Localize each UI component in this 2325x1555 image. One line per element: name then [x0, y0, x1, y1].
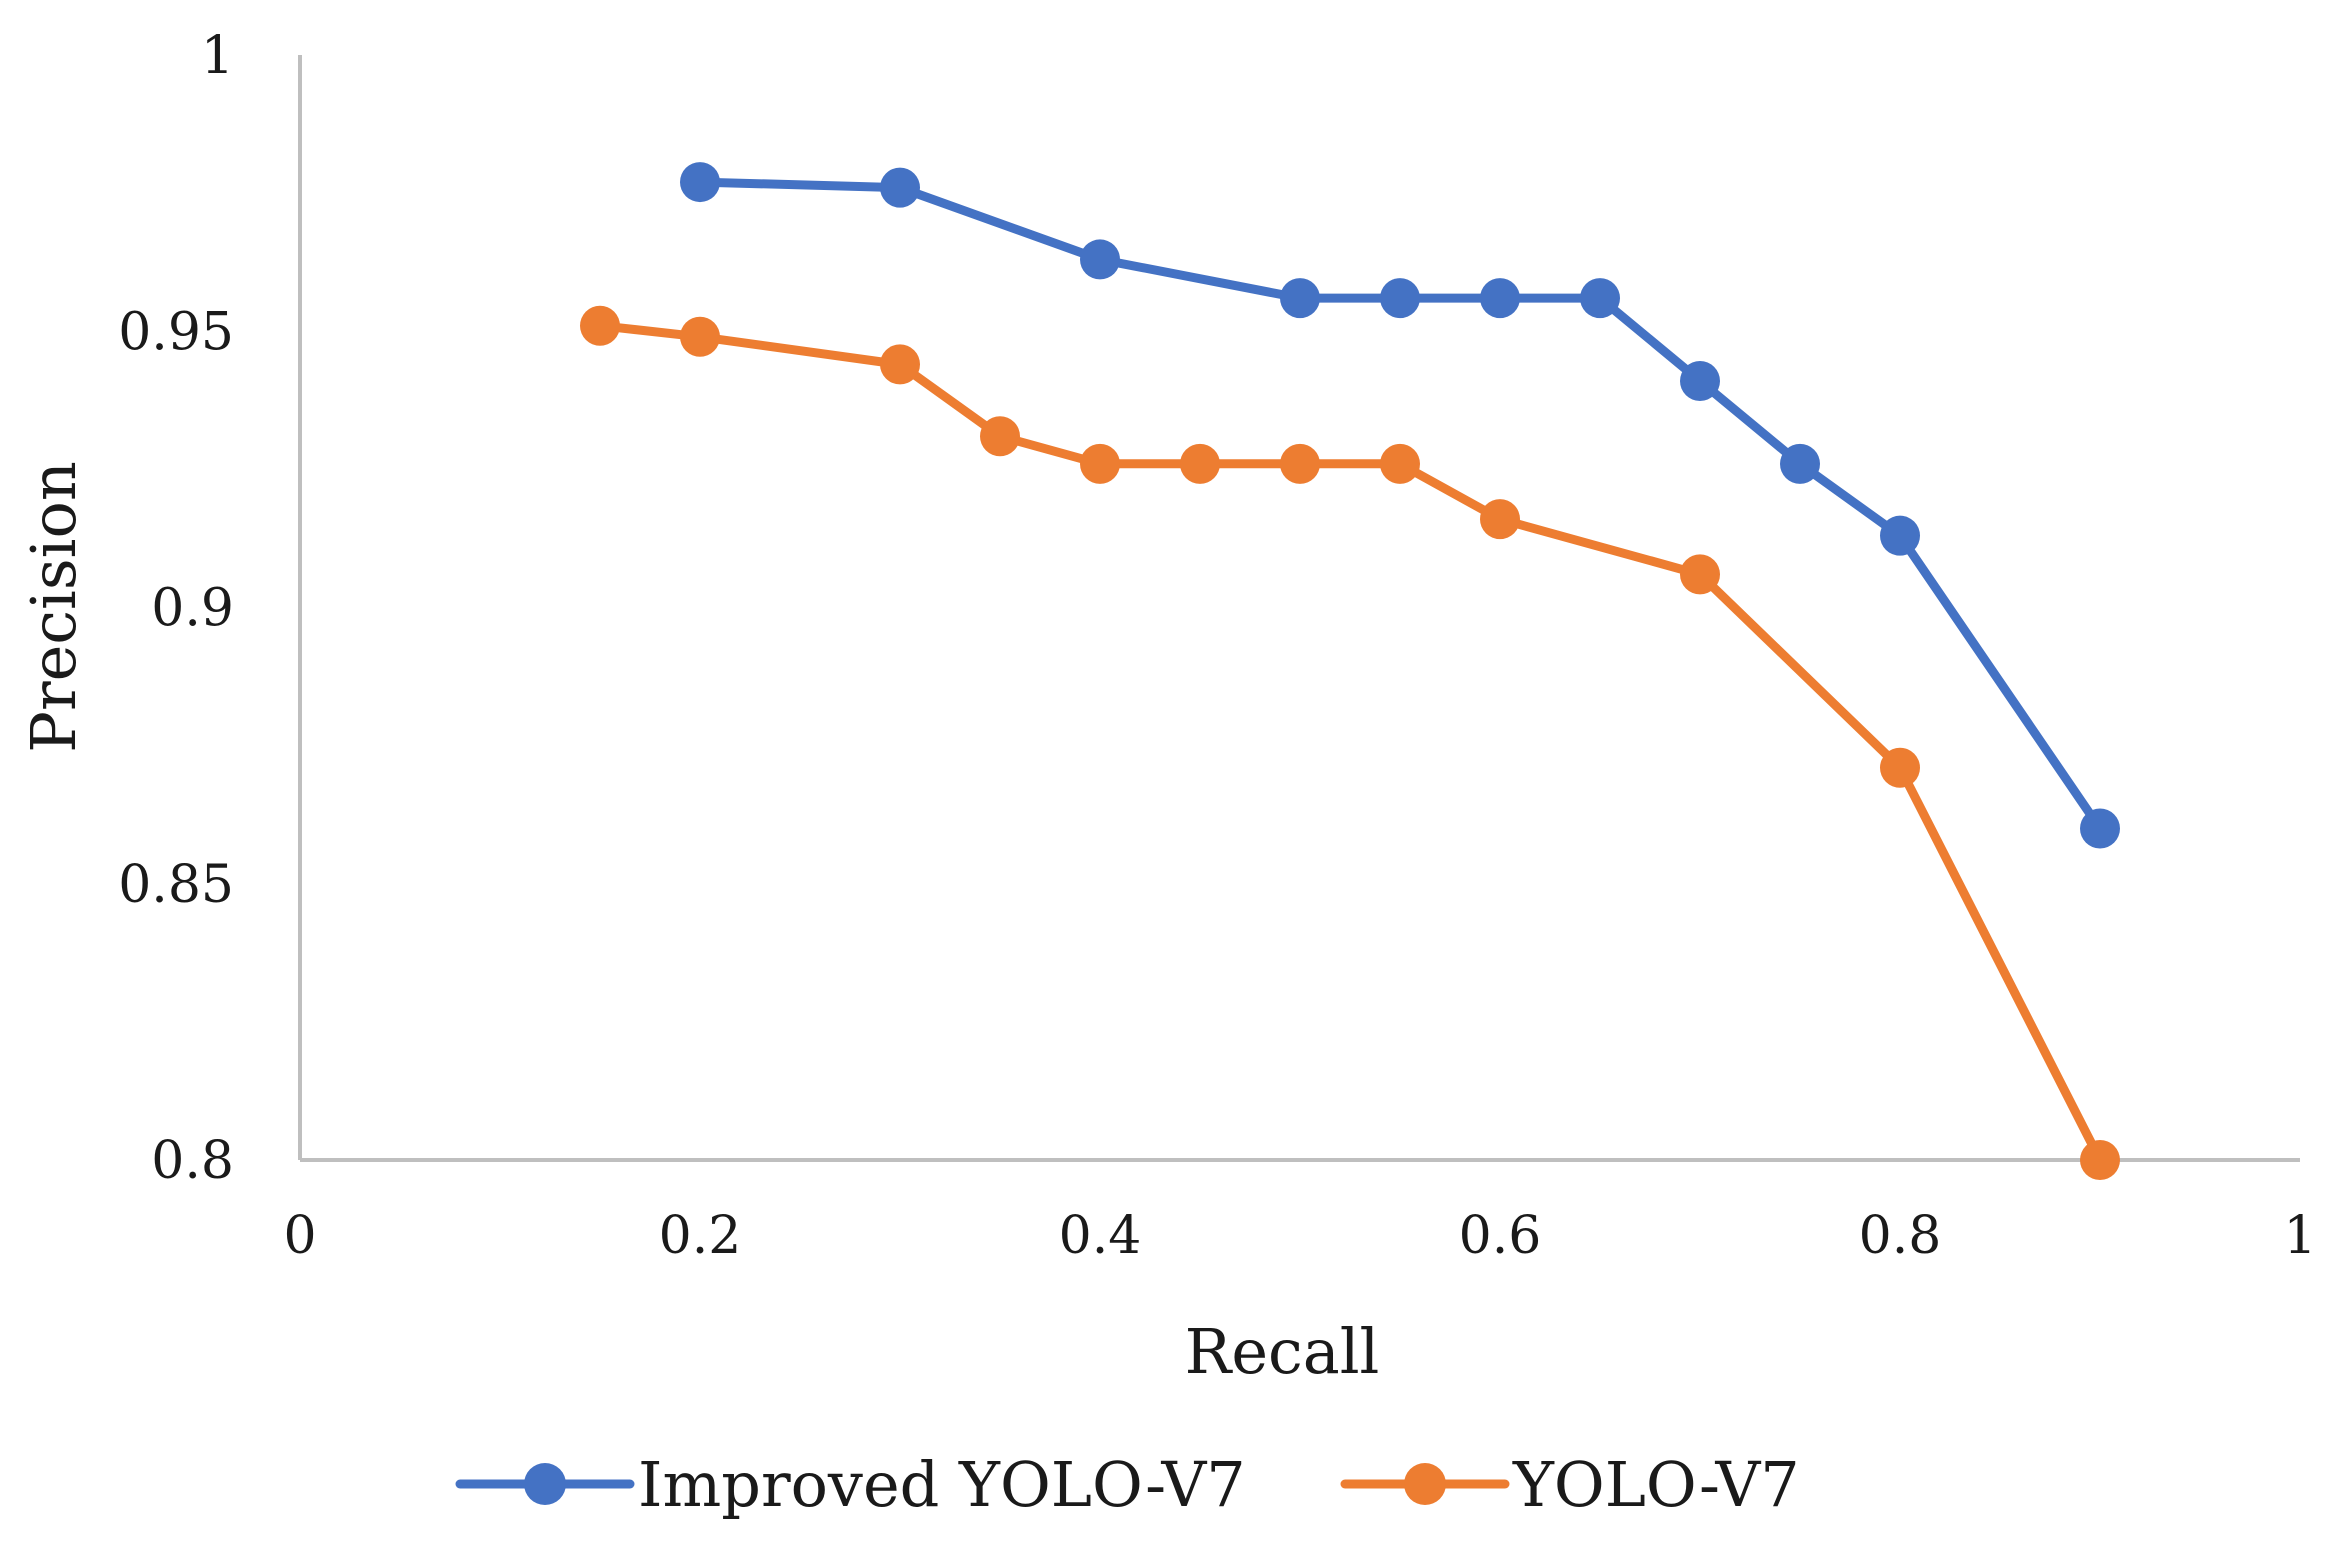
- legend-item-yolo-v7: YOLO-V7: [1340, 1448, 1800, 1521]
- data-point-yolo-v7: [980, 416, 1020, 457]
- data-point-yolo-v7: [880, 344, 920, 385]
- data-point-yolo-v7: [1080, 443, 1120, 484]
- data-point-improved-yolo-v7: [880, 167, 920, 208]
- data-point-improved-yolo-v7: [1880, 515, 1920, 556]
- legend-marker-dot-improved-yolo-v7: [524, 1463, 566, 1505]
- data-point-yolo-v7: [1480, 499, 1520, 540]
- tick-labels: 0 0.2 0.4 0.6 0.8 1 0.8 0.85 0.9 0.95 1: [118, 26, 2316, 1266]
- data-point-improved-yolo-v7: [1380, 278, 1420, 319]
- x-tick-label: 0: [283, 1206, 316, 1266]
- data-point-improved-yolo-v7: [1080, 239, 1120, 280]
- data-point-yolo-v7: [2080, 1140, 2120, 1180]
- y-tick-label: 1: [201, 26, 234, 86]
- data-point-yolo-v7: [680, 316, 720, 357]
- y-axis-title: Precision: [17, 461, 90, 753]
- data-point-yolo-v7: [1680, 554, 1720, 595]
- x-tick-label: 0.2: [659, 1206, 742, 1266]
- y-tick-label: 0.95: [118, 302, 234, 362]
- x-tick-label: 0.8: [1859, 1206, 1942, 1266]
- y-tick-label: 0.8: [151, 1131, 234, 1191]
- series-group: [580, 162, 2120, 1180]
- data-point-improved-yolo-v7: [1280, 278, 1320, 319]
- x-tick-label: 1: [2283, 1206, 2316, 1266]
- data-point-yolo-v7: [1180, 443, 1220, 484]
- series-line-yolo-v7: [595, 321, 2105, 1165]
- data-point-improved-yolo-v7: [1580, 278, 1620, 319]
- data-point-improved-yolo-v7: [1480, 278, 1520, 319]
- series-improved-yolo-v7: [680, 162, 2120, 849]
- axes: [298, 55, 2300, 1162]
- x-tick-label: 0.4: [1059, 1206, 1142, 1266]
- y-tick-label: 0.9: [151, 579, 234, 639]
- data-point-yolo-v7: [1280, 443, 1320, 484]
- x-axis-title: Recall: [1185, 1315, 1380, 1388]
- data-point-yolo-v7: [1880, 747, 1920, 788]
- data-point-improved-yolo-v7: [680, 162, 720, 203]
- data-point-improved-yolo-v7: [1680, 360, 1720, 401]
- data-point-improved-yolo-v7: [1780, 443, 1820, 484]
- legend-label-improved-yolo-v7: Improved YOLO-V7: [638, 1448, 1246, 1521]
- data-point-improved-yolo-v7: [2080, 808, 2120, 849]
- series-yolo-v7: [580, 305, 2120, 1180]
- data-point-yolo-v7: [1380, 443, 1420, 484]
- legend: Improved YOLO-V7 YOLO-V7: [455, 1448, 1800, 1521]
- y-tick-label: 0.85: [118, 855, 234, 915]
- legend-label-yolo-v7: YOLO-V7: [1512, 1448, 1800, 1521]
- legend-item-improved-yolo-v7: Improved YOLO-V7: [455, 1448, 1246, 1521]
- x-tick-label: 0.6: [1459, 1206, 1542, 1266]
- legend-marker-dot-yolo-v7: [1404, 1463, 1446, 1505]
- data-point-yolo-v7: [580, 305, 620, 346]
